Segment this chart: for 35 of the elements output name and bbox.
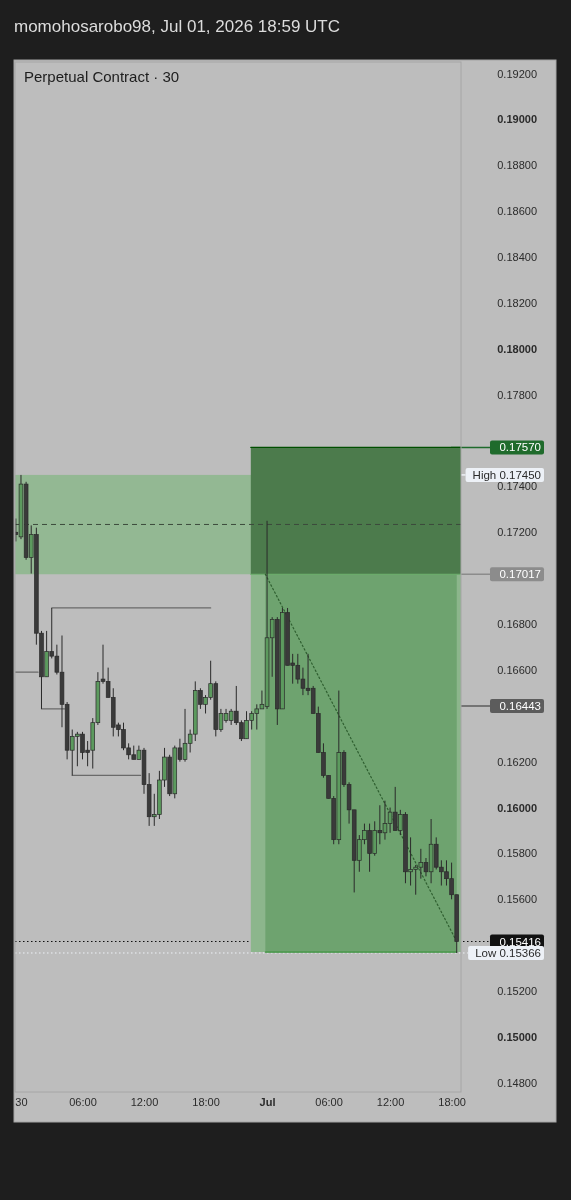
chart-title: Perpetual Contract · 30 — [24, 68, 180, 85]
ref-line-label: 0.15416 — [499, 935, 541, 948]
y-tick-label: 0.16200 — [497, 755, 537, 768]
y-tick-label: 0.15600 — [497, 893, 537, 906]
y-tick-label: 0.15800 — [497, 847, 537, 860]
y-tick-label: 0.18600 — [497, 205, 537, 218]
ref-line-label: 0.16443 — [499, 699, 541, 712]
x-tick-label: 06:00 — [69, 1095, 97, 1108]
x-tick-label: Jul — [259, 1095, 276, 1108]
y-tick-label: 0.17200 — [497, 526, 537, 539]
y-tick-label: 0.15000 — [497, 1030, 537, 1043]
x-tick-label: 12:00 — [376, 1095, 405, 1108]
x-tick-label: 12:00 — [130, 1095, 159, 1108]
x-tick-label: 06:00 — [315, 1095, 343, 1108]
y-tick-label: 0.16000 — [497, 801, 537, 814]
ref-line-label: High 0.17450 — [472, 468, 541, 481]
y-tick-label: 0.17400 — [497, 480, 537, 493]
y-tick-label: 0.16600 — [497, 663, 537, 676]
x-tick-label: 18:00 — [438, 1095, 466, 1108]
ref-line-label: 0.17570 — [499, 441, 541, 454]
ref-line-label: 0.17017 — [499, 568, 541, 581]
y-tick-label: 0.14800 — [497, 1076, 537, 1089]
y-tick-label: 0.18400 — [497, 251, 537, 264]
x-tick-label: 18:00 — [192, 1095, 220, 1108]
y-tick-label: 0.17800 — [497, 388, 537, 401]
y-tick-label: 0.18000 — [497, 342, 537, 355]
ref-line-label: Low 0.15366 — [475, 947, 541, 960]
y-tick-label: 0.18200 — [497, 296, 537, 309]
y-tick-label: 0.18800 — [497, 159, 537, 172]
x-tick-label: 30 — [15, 1095, 28, 1108]
y-tick-label: 0.16800 — [497, 618, 537, 631]
y-tick-label: 0.15200 — [497, 985, 537, 998]
y-tick-label: 0.19200 — [497, 67, 537, 80]
text: momohosarobo98, Jul 01, 2026 18:59 UTC — [14, 17, 341, 36]
y-tick-label: 0.19000 — [497, 113, 537, 126]
